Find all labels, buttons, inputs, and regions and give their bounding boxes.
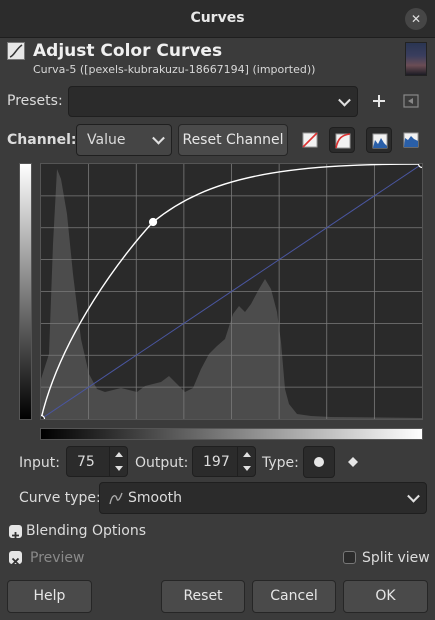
output-spinner[interactable]: 197	[192, 446, 256, 477]
window-title: Curves	[190, 10, 245, 26]
blending-options-label[interactable]: Blending Options	[26, 523, 146, 539]
preview-checkbox[interactable]	[9, 551, 22, 566]
split-view-label[interactable]: Split view	[362, 550, 430, 566]
input-value: 75	[77, 454, 95, 470]
log-curve-icon	[335, 133, 351, 149]
close-icon: ✕	[410, 12, 422, 26]
histogram-log-icon	[403, 132, 419, 148]
curve-type-dropdown[interactable]: Smooth	[99, 482, 427, 514]
cancel-button[interactable]: Cancel	[252, 580, 336, 613]
smooth-point-button[interactable]	[303, 446, 335, 478]
input-spinner[interactable]: 75	[66, 446, 128, 477]
curve-type-value: Smooth	[128, 490, 183, 506]
chevron-down-icon	[407, 489, 420, 503]
presets-label: Presets:	[7, 93, 63, 109]
spin-down-icon[interactable]	[115, 466, 123, 471]
spin-down-icon[interactable]	[243, 466, 251, 471]
selected-control-point[interactable]	[148, 217, 158, 227]
histogram-log-view-button[interactable]	[398, 127, 424, 153]
spin-up-icon[interactable]	[243, 452, 251, 457]
ok-button[interactable]: OK	[343, 580, 428, 613]
plus-icon	[12, 532, 19, 539]
reset-channel-button[interactable]: Reset Channel	[178, 124, 288, 156]
diamond-point-icon	[348, 457, 358, 467]
plus-icon	[373, 95, 385, 107]
spin-up-icon[interactable]	[115, 452, 123, 457]
preset-menu-icon	[403, 94, 419, 108]
smooth-curve-icon	[109, 492, 123, 505]
add-preset-button[interactable]	[366, 88, 392, 114]
image-thumbnail	[405, 42, 427, 76]
channel-label: Channel:	[7, 132, 77, 148]
curve-canvas[interactable]	[36, 159, 427, 424]
curves-tool-icon	[7, 42, 25, 60]
reset-button[interactable]: Reset	[161, 580, 245, 613]
close-button[interactable]: ✕	[405, 8, 427, 30]
control-point[interactable]	[417, 159, 427, 169]
circle-point-icon	[314, 457, 324, 467]
presets-dropdown[interactable]	[68, 86, 358, 117]
linear-histogram-button[interactable]	[297, 127, 323, 153]
input-label: Input:	[19, 455, 60, 471]
corner-point-button[interactable]	[340, 449, 366, 475]
log-histogram-button[interactable]	[329, 127, 355, 153]
preset-menu-button[interactable]	[398, 88, 424, 114]
layer-subtitle: Curva-5 ([pexels-kubrakuzu-18667194] (im…	[33, 63, 316, 76]
x-check-icon	[11, 557, 20, 566]
curve-type-label: Curve type:	[19, 490, 101, 506]
curve-graph[interactable]	[36, 159, 427, 424]
histogram-linear-view-button[interactable]	[366, 127, 392, 153]
channel-dropdown[interactable]: Value	[76, 124, 172, 156]
help-button[interactable]: Help	[7, 580, 92, 613]
chevron-down-icon	[152, 131, 165, 145]
preview-label[interactable]: Preview	[30, 550, 85, 566]
linear-curve-icon	[302, 132, 318, 148]
chevron-down-icon	[338, 93, 351, 107]
output-gradient-bar	[19, 163, 32, 420]
dialog-title: Adjust Color Curves	[33, 41, 223, 61]
histogram-icon	[372, 133, 388, 149]
identity-diagonal	[40, 163, 423, 420]
split-view-checkbox[interactable]	[343, 551, 356, 564]
output-value: 197	[203, 454, 230, 470]
channel-value: Value	[87, 132, 126, 148]
type-label: Type:	[262, 455, 299, 471]
blending-expander[interactable]	[9, 525, 22, 539]
output-label: Output:	[135, 455, 189, 471]
title-bar: Curves ✕	[0, 0, 435, 38]
input-gradient-bar	[40, 428, 423, 440]
